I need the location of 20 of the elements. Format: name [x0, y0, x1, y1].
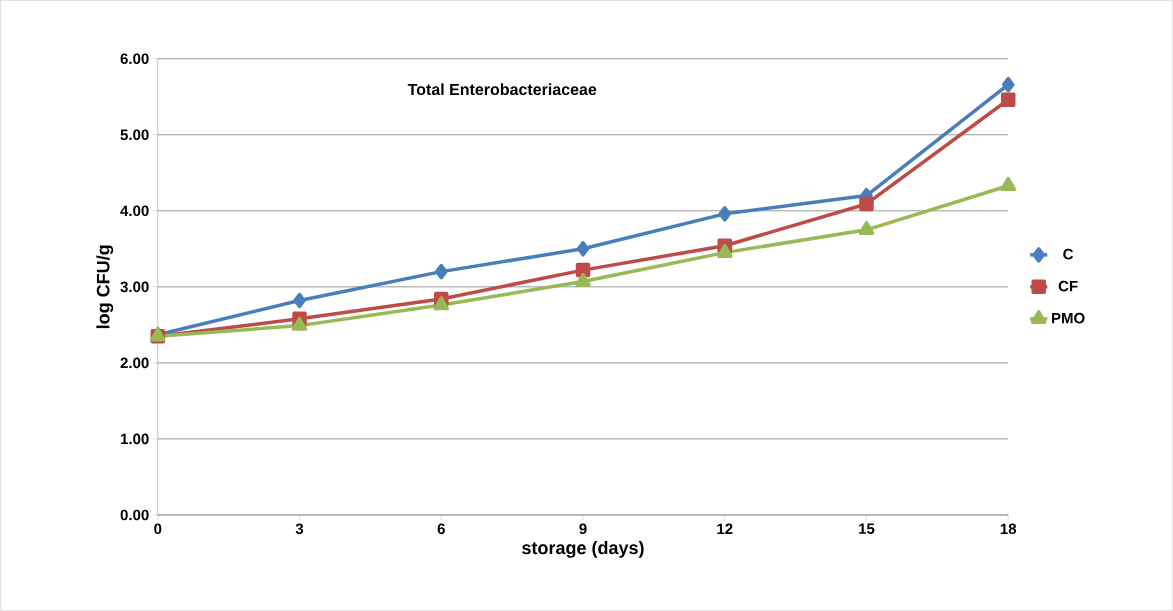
x-tick-label: 3 [295, 523, 304, 535]
x-tick-label: 6 [437, 523, 445, 535]
y-tick-label: 2.00 [120, 357, 149, 369]
x-tick-label: 9 [579, 523, 587, 535]
x-axis-title: storage (days) [522, 541, 644, 559]
x-tick-label: 0 [154, 523, 162, 535]
y-axis-title: log CFU/g [96, 245, 114, 329]
y-tick-label: 4.00 [120, 205, 149, 217]
x-tick-label: 15 [859, 523, 875, 535]
y-tick-label: 5.00 [120, 129, 149, 141]
legend-label: C [1063, 249, 1074, 260]
y-tick-label: 6.00 [120, 53, 149, 65]
y-tick-label: 3.00 [120, 281, 149, 293]
x-tick-label: 18 [1000, 523, 1017, 535]
legend-label: CF [1058, 280, 1078, 292]
legend-label: PMO [1052, 312, 1085, 324]
text: Total Enterobacteriaceae [407, 83, 597, 96]
x-tick-label: 12 [717, 523, 733, 535]
y-tick-label: 0.00 [120, 509, 149, 521]
y-tick-label: 1.00 [120, 433, 149, 445]
